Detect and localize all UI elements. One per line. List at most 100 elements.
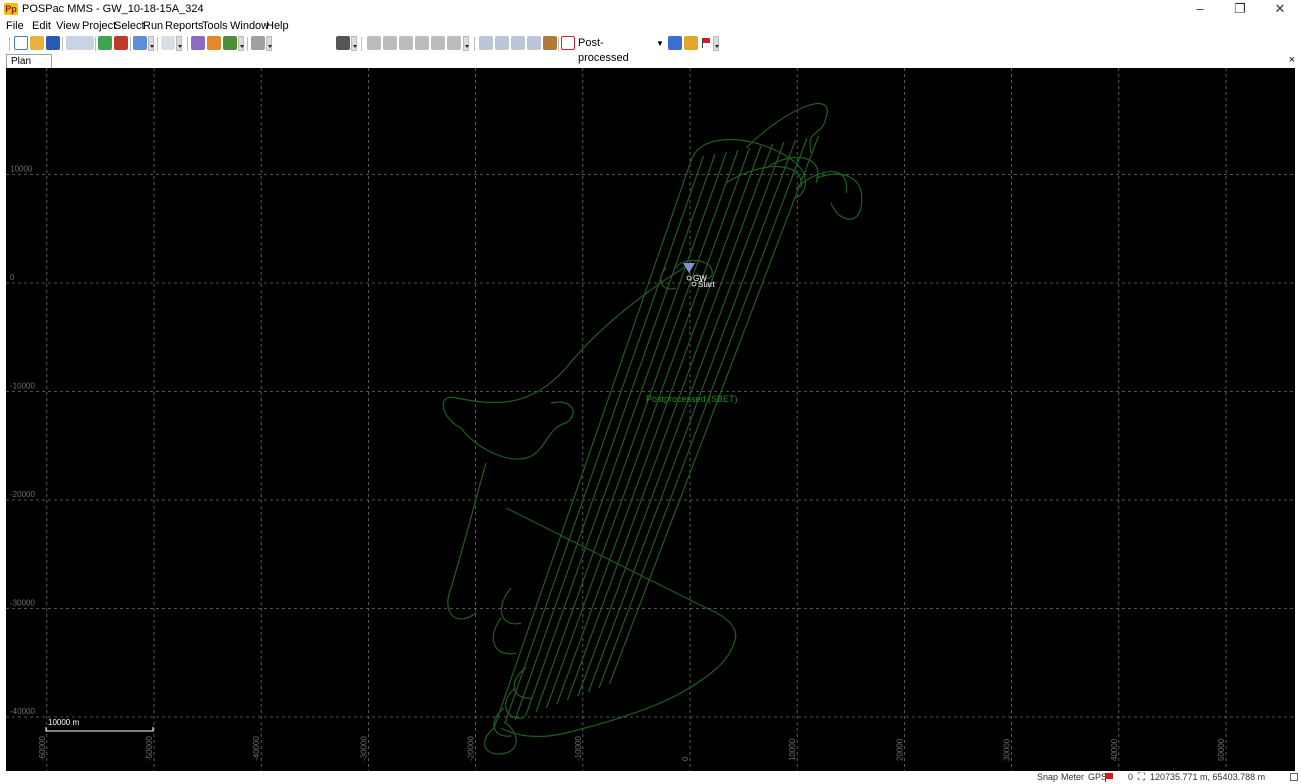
copy-dropdown-arrow[interactable] — [176, 36, 182, 51]
flag-icon-fill — [1106, 773, 1113, 779]
edit-tool-icon[interactable] — [399, 36, 413, 50]
undo-icon[interactable] — [66, 36, 80, 50]
source-indicator: GPS — [1088, 772, 1108, 782]
image-tool-icon[interactable] — [431, 36, 445, 50]
plot-icon[interactable] — [223, 36, 237, 50]
solution-select[interactable]: Post-processed — [578, 37, 629, 64]
track-label: Postprocessed (SBET) — [646, 394, 738, 404]
app-logo-icon: Pp — [4, 3, 18, 15]
toolbar-separator — [474, 37, 475, 51]
track-segment — [513, 667, 533, 699]
menu-view[interactable]: View — [56, 20, 80, 32]
flag-icon — [1105, 773, 1106, 782]
plot-dropdown-arrow[interactable] — [238, 36, 244, 51]
flight-line — [556, 145, 762, 705]
track-segment — [795, 171, 848, 194]
close-tab-button[interactable]: × — [1288, 54, 1295, 66]
flight-line — [587, 139, 797, 693]
flight-line — [608, 135, 820, 685]
save-icon[interactable] — [46, 36, 60, 50]
new-project-icon[interactable] — [14, 36, 28, 50]
options-icon[interactable] — [207, 36, 221, 50]
measure-icon[interactable] — [543, 36, 557, 50]
resize-grip-icon[interactable] — [1290, 773, 1298, 781]
filter-icon[interactable] — [668, 36, 682, 50]
menu-edit[interactable]: Edit — [32, 20, 51, 32]
status-bar: Snap Meter GPS 0 ⛶ 120735.771 m, 65403.7… — [0, 771, 1301, 784]
toolbar-separator — [361, 37, 362, 51]
table-tool-icon[interactable] — [415, 36, 429, 50]
track-segment — [442, 262, 693, 429]
menu-tools[interactable]: Tools — [202, 20, 228, 32]
track-segment — [484, 722, 517, 755]
y-tick-label: -30000 — [10, 599, 35, 608]
base-station-icon[interactable] — [683, 263, 695, 273]
menu-run[interactable]: Run — [143, 20, 164, 32]
menu-project[interactable]: Project — [82, 20, 117, 32]
tab-plan-view[interactable]: Plan View — [6, 54, 52, 80]
zoom-in-icon[interactable] — [479, 36, 493, 50]
restore-button[interactable]: ❐ — [1234, 1, 1246, 16]
x-tick-label: 10000 — [788, 738, 797, 761]
pan-icon[interactable] — [527, 36, 541, 50]
menu-select[interactable]: Select — [114, 20, 145, 32]
track-segment — [492, 617, 517, 655]
scale-bar — [45, 727, 154, 732]
settings-icon[interactable] — [251, 36, 265, 50]
redo-icon[interactable] — [80, 36, 94, 50]
flag-dropdown-arrow[interactable] — [713, 36, 719, 51]
align-tool-icon[interactable] — [383, 36, 397, 50]
flight-line — [535, 149, 739, 713]
export-icon[interactable] — [133, 36, 147, 50]
minimize-button[interactable]: – — [1196, 1, 1204, 16]
marker-point-icon[interactable] — [691, 281, 697, 287]
tools-icon[interactable] — [336, 36, 350, 50]
track-segment — [765, 156, 819, 184]
menu-reports[interactable]: Reports — [165, 20, 204, 32]
toolbar-separator — [95, 37, 96, 51]
menu-help[interactable]: Help — [266, 20, 289, 32]
run-icon[interactable] — [114, 36, 128, 50]
track-segment — [660, 267, 677, 290]
export-dropdown-arrow[interactable] — [148, 36, 154, 51]
flight-line — [493, 157, 693, 729]
flight-line — [598, 137, 808, 689]
import-icon[interactable] — [98, 36, 112, 50]
edit-filter-icon[interactable] — [684, 36, 698, 50]
plan-view-plot[interactable]: -60000 -50000 -40000 -30000 -20000 -10000 0 100… — [6, 68, 1295, 771]
plan-view-canvas[interactable]: -60000 -50000 -40000 -30000 -20000 -10000 0 100… — [6, 68, 1295, 771]
close-button[interactable]: ✕ — [1274, 1, 1286, 16]
tools-dropdown-arrow[interactable] — [351, 36, 357, 51]
menu-window[interactable]: Window — [230, 20, 270, 32]
menu-file[interactable]: File — [6, 20, 24, 32]
x-tick-label: -40000 — [252, 736, 261, 761]
curve-tool-icon[interactable] — [447, 36, 461, 50]
open-project-icon[interactable] — [30, 36, 44, 50]
grid-tool-icon[interactable] — [367, 36, 381, 50]
copy-icon[interactable] — [161, 36, 175, 50]
zoom-out-icon[interactable] — [495, 36, 509, 50]
x-tick-label: -30000 — [359, 736, 368, 761]
track-segment — [500, 587, 522, 625]
track-segment — [815, 173, 863, 220]
marker-point-icon[interactable] — [686, 275, 692, 281]
cursor-coordinates: 120735.771 m, 65403.788 m — [1150, 772, 1266, 782]
toolbar-separator — [558, 37, 559, 51]
units-indicator[interactable]: Meter — [1061, 772, 1085, 782]
window-title: POSPac MMS - GW_10-18-15A_324 — [22, 3, 204, 15]
toolbar: Post-processed ▼ — [0, 34, 1301, 64]
flag-count: 0 — [1128, 772, 1134, 782]
track-segment — [725, 165, 802, 189]
zoom-extents-icon[interactable] — [511, 36, 525, 50]
settings-dropdown-arrow[interactable] — [266, 36, 272, 51]
scale-bar-label: 10000 m — [48, 718, 79, 727]
track-segment — [550, 401, 574, 424]
x-tick-label: 40000 — [1110, 738, 1119, 761]
view-tools-dropdown-arrow[interactable] — [463, 36, 469, 51]
chart-icon[interactable] — [561, 36, 575, 50]
flag-icon[interactable] — [699, 36, 713, 50]
chevron-down-icon[interactable]: ▼ — [656, 39, 664, 48]
track-segment — [675, 259, 713, 280]
display-layers-icon[interactable] — [191, 36, 205, 50]
snap-indicator[interactable]: Snap — [1037, 772, 1059, 782]
